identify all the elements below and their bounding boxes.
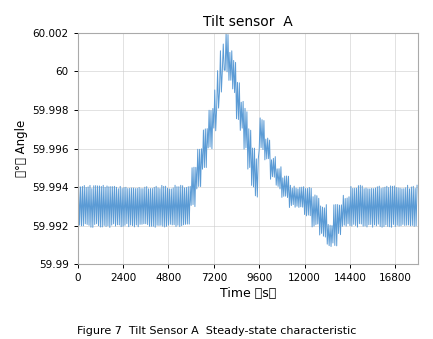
Text: Figure 7  Tilt Sensor A  Steady-state characteristic: Figure 7 Tilt Sensor A Steady-state char… bbox=[77, 326, 356, 336]
Title: Tilt sensor  A: Tilt sensor A bbox=[203, 15, 293, 29]
Y-axis label: （°） Angle: （°） Angle bbox=[15, 120, 28, 177]
X-axis label: Time （s）: Time （s） bbox=[220, 287, 276, 300]
